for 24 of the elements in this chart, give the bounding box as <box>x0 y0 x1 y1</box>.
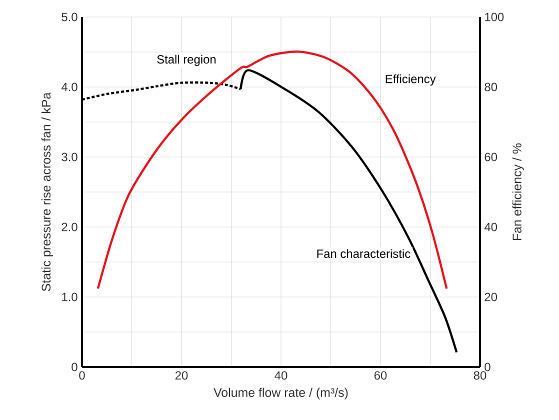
y-tick-label: 4.0 <box>61 82 78 92</box>
y2-tick-label: 0 <box>484 362 490 372</box>
y2-tick-label: 60 <box>484 152 498 162</box>
y2-axis-title: Fan efficiency / % <box>512 143 524 240</box>
series-label: Stall region <box>157 54 216 66</box>
series-label: Fan characteristic <box>317 249 410 258</box>
y-tick-label: 0 <box>72 362 78 372</box>
x-tick-label: 0 <box>79 371 85 380</box>
series-label: Efficiency <box>386 74 436 86</box>
y2-tick-label: 100 <box>485 12 504 22</box>
y2-tick-label: 20 <box>484 292 498 302</box>
line-series <box>96 50 448 290</box>
y-tick-label: 2.0 <box>62 222 78 232</box>
y-tick-label: 1.0 <box>62 292 78 302</box>
y2-tick-label: 40 <box>484 222 498 232</box>
x-tick-label: 20 <box>175 371 188 380</box>
x-tick-label: 80 <box>474 371 486 380</box>
x-tick-label: 40 <box>274 371 288 380</box>
y-tick-label: 5.0 <box>62 12 78 22</box>
y2-tick-label: 80 <box>484 82 498 92</box>
y-tick-label: 3.0 <box>62 152 78 162</box>
x-tick-label: 60 <box>374 371 387 380</box>
x-axis-title: Volume flow rate / (m³/s) <box>214 388 348 400</box>
y-axis-title: Static pressure rise across fan / kPa <box>41 92 54 292</box>
